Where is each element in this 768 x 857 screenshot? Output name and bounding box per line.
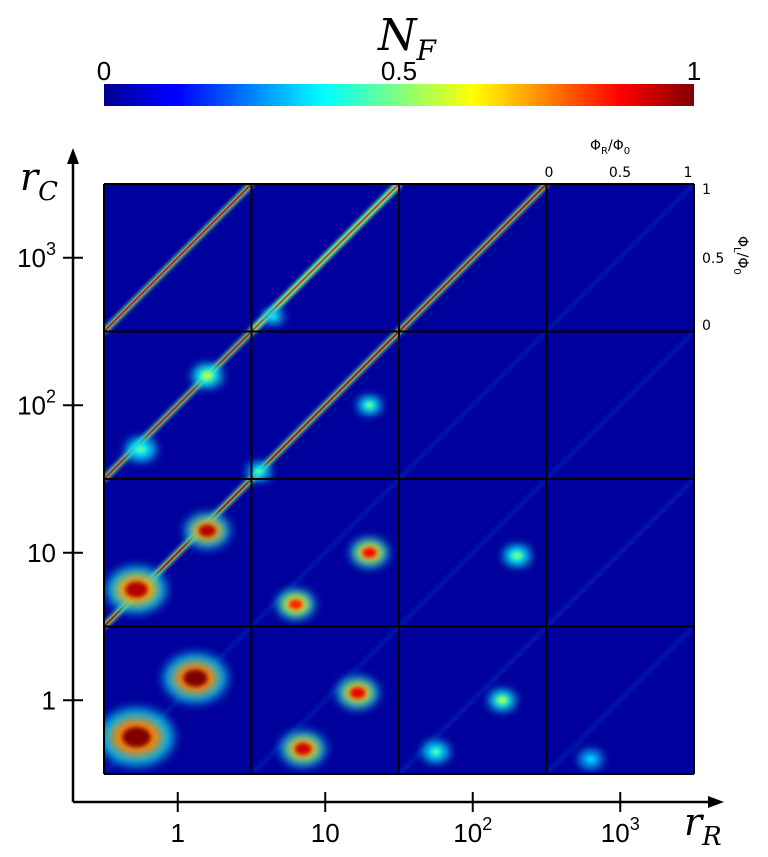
inset-x-tick-0: 0 [545,165,554,181]
inset-y-tick-1: 1 [702,182,711,198]
diagonal-band [693,772,694,774]
hot-spot-core [430,748,441,756]
hot-spot-core [125,581,148,598]
inset-axes: ΦR/Φ0 0 0.5 1 1 0.5 0 ΦL/Φ0 [545,138,750,334]
hot-spot-core [198,524,216,537]
colorbar-tick-1: 1 [687,56,701,86]
inset-x-label: ΦR/Φ0 [590,138,630,157]
y-axis-arrow [67,148,79,164]
hot-spot-core [294,742,312,756]
hot-spot-core [512,552,522,560]
x-axis-arrow [708,796,724,808]
colorbar-tick-0.5: 0.5 [381,56,417,86]
hot-spot-core [270,314,278,320]
hot-spot-core [135,445,147,454]
inset-x-tick-1: 1 [684,165,693,181]
hot-spot-core [183,669,208,687]
colorbar-tick-0: 0 [97,56,111,86]
x-tick-label: 103 [601,814,640,848]
hot-spot-core [365,402,374,409]
inset-x-tick-0.5: 0.5 [609,165,631,181]
x-tick-label: 1 [171,818,185,848]
y-tick-label: 10 [27,538,56,568]
main-axes: rC rR [20,148,724,852]
hot-spot-core [254,468,264,475]
x-axis-label: rR [684,800,722,852]
hot-spot-core [122,726,151,748]
diagonal-line [104,184,253,333]
inset-y-label: ΦL/Φ0 [731,236,750,275]
colorbar: NF 0 0.5 1 [97,10,701,106]
colorbar-bar [104,84,694,106]
y-tick-label: 1 [42,685,56,715]
inset-y-tick-0.5: 0.5 [702,251,724,267]
y-tick-label: 103 [17,239,56,273]
colorbar-label: NF [377,10,438,67]
diagonal-line [250,184,400,333]
heatmap-features [104,184,694,774]
hot-spot-core [497,696,508,704]
y-tick-label: 102 [17,386,56,420]
panel-grid [103,183,695,775]
hot-spot-core [288,599,303,610]
diagonal-band [545,625,694,774]
x-tick-label: 102 [453,814,492,848]
hot-spot-core [349,687,366,699]
diagonal-band [398,477,694,774]
diagonal-line [104,184,548,628]
hot-spot-core [362,547,377,558]
inset-y-tick-0: 0 [702,318,711,334]
hot-spot-core [201,371,213,380]
x-tick-label: 10 [311,818,340,848]
y-axis-label: rC [20,155,58,207]
hot-spot-core [586,756,596,763]
